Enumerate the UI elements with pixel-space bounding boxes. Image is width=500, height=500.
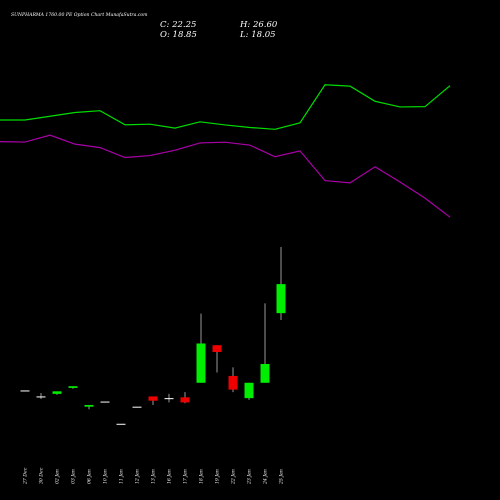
date-label: 17 Jan bbox=[183, 469, 189, 484]
candle-body bbox=[116, 423, 126, 425]
date-label: 30 Dec bbox=[39, 467, 45, 484]
candle bbox=[52, 391, 62, 395]
candle-body bbox=[244, 382, 254, 399]
candle-body bbox=[132, 406, 142, 408]
candle bbox=[20, 390, 30, 392]
candle bbox=[132, 406, 142, 408]
close-value: C: 22.25 bbox=[160, 20, 196, 30]
candle-body bbox=[100, 401, 110, 403]
date-label: 19 Jan bbox=[215, 469, 221, 484]
candle bbox=[148, 396, 158, 405]
overlay-lines bbox=[0, 84, 451, 218]
candle bbox=[116, 423, 126, 425]
candle-body bbox=[228, 375, 238, 390]
candle bbox=[36, 393, 46, 399]
candles bbox=[20, 246, 286, 425]
date-label: 22 Jan bbox=[231, 469, 237, 485]
date-labels: 27 Dec 30 Dec 02 Jan 03 Jan 06 Jan 10 Jan 11 J… bbox=[23, 467, 285, 485]
date-label: 11 Jan bbox=[119, 469, 125, 484]
candle bbox=[180, 392, 190, 404]
candle bbox=[260, 303, 270, 383]
candle bbox=[68, 386, 78, 389]
date-label: 06 Jan bbox=[87, 469, 93, 484]
candle bbox=[228, 367, 238, 393]
date-label: 24 Jan bbox=[263, 469, 269, 485]
candle bbox=[100, 401, 110, 403]
magenta-line bbox=[0, 134, 451, 218]
date-label: 16 Jan bbox=[167, 469, 173, 484]
candle-body bbox=[196, 343, 206, 383]
candle-body bbox=[148, 396, 158, 401]
date-label: 18 Jan bbox=[199, 469, 205, 484]
candle bbox=[84, 404, 94, 410]
open-value: O: 18.85 bbox=[160, 30, 197, 40]
candle-body bbox=[68, 386, 78, 388]
date-label: 27 Dec bbox=[23, 467, 29, 485]
date-label: 13 Jan bbox=[151, 469, 157, 484]
date-label: 10 Jan bbox=[103, 469, 109, 484]
candle bbox=[244, 382, 254, 400]
candle-body bbox=[180, 397, 190, 403]
candle-body bbox=[276, 284, 286, 314]
candle bbox=[212, 345, 222, 373]
date-label: 03 Jan bbox=[71, 469, 77, 484]
chart-title: SUNPHARMA 1760.00 PE Option Chart Munafa… bbox=[11, 12, 148, 18]
candle-body bbox=[212, 345, 222, 353]
date-label: 02 Jan bbox=[55, 469, 61, 484]
date-label: 25 Jan bbox=[279, 469, 285, 485]
date-label: 12 Jan bbox=[135, 469, 141, 484]
candle-body bbox=[52, 391, 62, 394]
low-value: L: 18.05 bbox=[239, 30, 276, 40]
candle bbox=[164, 393, 174, 403]
green-line bbox=[0, 84, 451, 130]
candle bbox=[196, 313, 206, 383]
date-label: 23 Jan bbox=[247, 469, 253, 485]
high-value: H: 26.60 bbox=[239, 20, 278, 30]
candle-body bbox=[84, 404, 94, 407]
candle-body bbox=[260, 363, 270, 383]
candle-body bbox=[36, 396, 46, 398]
candle-body bbox=[20, 390, 30, 392]
candle bbox=[276, 246, 286, 320]
candle-body bbox=[164, 398, 174, 400]
